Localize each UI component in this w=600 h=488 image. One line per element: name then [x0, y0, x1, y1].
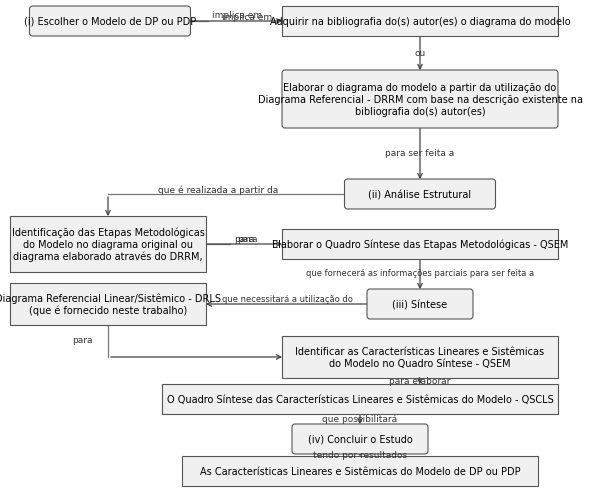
- FancyBboxPatch shape: [282, 229, 558, 260]
- Text: para: para: [234, 235, 254, 244]
- Text: implica em: implica em: [212, 12, 262, 20]
- FancyBboxPatch shape: [282, 336, 558, 378]
- Text: Adquirir na bibliografia do(s) autor(es) o diagrama do modelo: Adquirir na bibliografia do(s) autor(es)…: [269, 17, 571, 27]
- FancyBboxPatch shape: [182, 456, 538, 486]
- Text: que necessitará a utilização do: que necessitará a utilização do: [221, 294, 352, 303]
- Text: Diagrama Referencial Linear/Sistêmico - DRLS
(que é fornecido neste trabalho): Diagrama Referencial Linear/Sistêmico - …: [0, 293, 221, 316]
- Text: que é realizada a partir da: que é realizada a partir da: [158, 185, 278, 194]
- Text: (iii) Síntese: (iii) Síntese: [392, 299, 448, 309]
- Text: ou: ou: [415, 49, 425, 59]
- FancyBboxPatch shape: [10, 217, 206, 272]
- Text: Identificar as Características Lineares e Sistêmicas
do Modelo no Quadro Síntese: Identificar as Características Lineares …: [295, 346, 545, 368]
- FancyBboxPatch shape: [162, 384, 558, 414]
- Text: (ii) Análise Estrutural: (ii) Análise Estrutural: [368, 190, 472, 200]
- Text: (i) Escolher o Modelo de DP ou PDP: (i) Escolher o Modelo de DP ou PDP: [24, 17, 196, 27]
- Text: para: para: [237, 235, 257, 244]
- FancyBboxPatch shape: [282, 71, 558, 129]
- Text: O Quadro Síntese das Características Lineares e Sistêmicas do Modelo - QSCLS: O Quadro Síntese das Características Lin…: [167, 394, 553, 404]
- FancyBboxPatch shape: [29, 7, 191, 37]
- FancyBboxPatch shape: [282, 7, 558, 37]
- Text: Identificação das Etapas Metodológicas
do Modelo no diagrama original ou
diagram: Identificação das Etapas Metodológicas d…: [11, 227, 205, 262]
- Text: que possibilitará: que possibilitará: [322, 415, 398, 424]
- Text: para elaborar: para elaborar: [389, 377, 451, 386]
- FancyBboxPatch shape: [367, 289, 473, 319]
- FancyBboxPatch shape: [10, 284, 206, 325]
- Text: implica em: implica em: [222, 13, 272, 21]
- Text: tendo por resultados: tendo por resultados: [313, 450, 407, 460]
- FancyBboxPatch shape: [292, 424, 428, 454]
- Text: Elaborar o diagrama do modelo a partir da utilização do
Diagrama Referencial - D: Elaborar o diagrama do modelo a partir d…: [257, 83, 583, 116]
- FancyBboxPatch shape: [344, 180, 496, 209]
- Text: (iv) Concluir o Estudo: (iv) Concluir o Estudo: [308, 434, 412, 444]
- Text: As Características Lineares e Sistêmicas do Modelo de DP ou PDP: As Características Lineares e Sistêmicas…: [200, 466, 520, 476]
- Text: para: para: [72, 335, 92, 345]
- Text: para ser feita a: para ser feita a: [385, 149, 455, 158]
- Text: Elaborar o Quadro Síntese das Etapas Metodológicas - QSEM: Elaborar o Quadro Síntese das Etapas Met…: [272, 239, 568, 250]
- Text: que fornecerá as informações parciais para ser feita a: que fornecerá as informações parciais pa…: [306, 269, 534, 278]
